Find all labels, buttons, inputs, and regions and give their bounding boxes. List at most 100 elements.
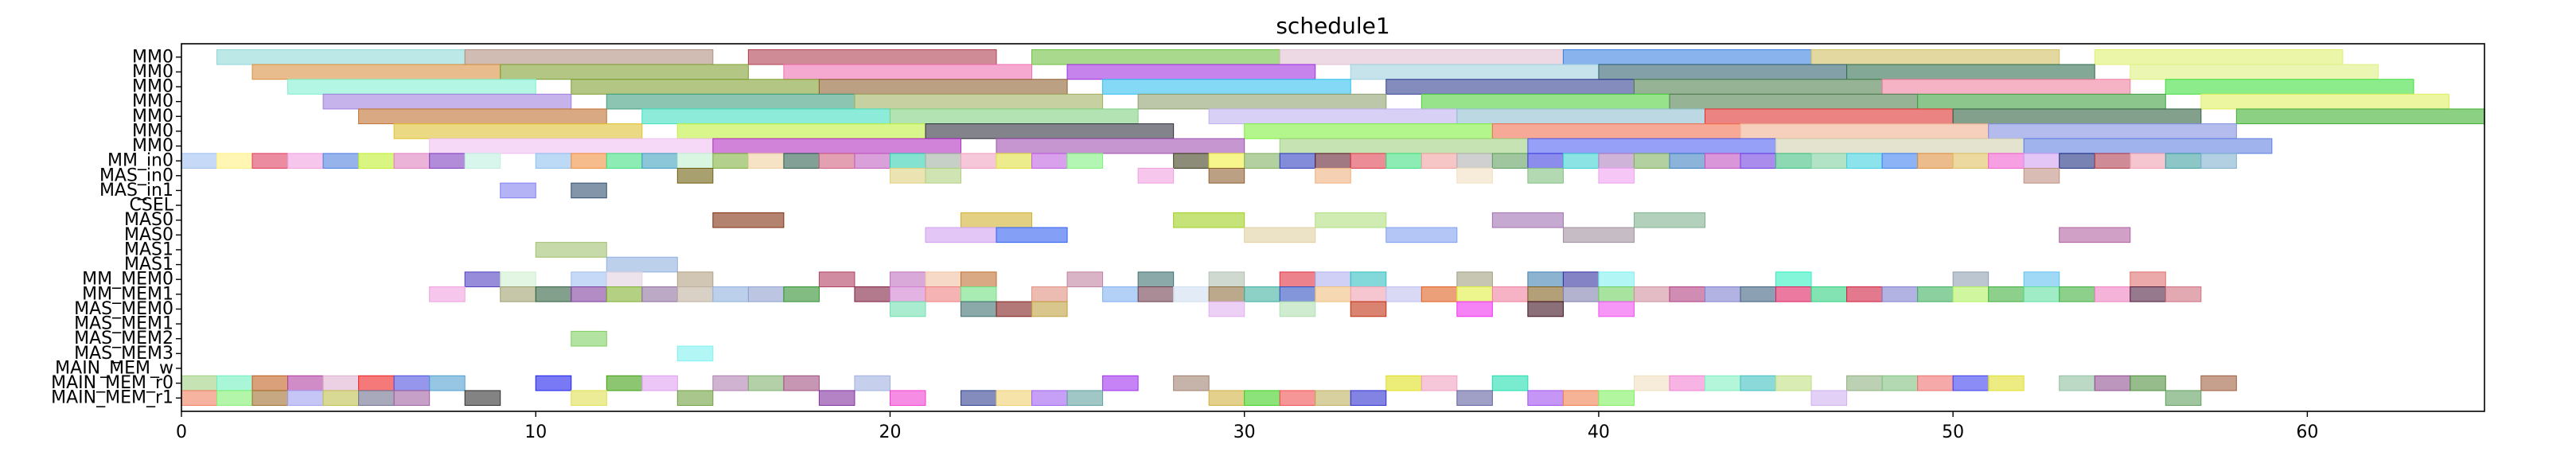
gantt-bar (322, 153, 360, 169)
gantt-bar (1527, 390, 1564, 407)
gantt-bar (216, 375, 253, 391)
y-tick-label: MM0 (132, 91, 173, 111)
gantt-bar (1669, 375, 1705, 391)
gantt-bar (996, 301, 1033, 317)
gantt-bar (1917, 375, 1954, 391)
gantt-bar (1846, 286, 1883, 302)
y-tick-label: MM0 (132, 62, 173, 82)
gantt-bar (925, 271, 962, 288)
gantt-bar (1598, 271, 1635, 288)
gantt-bar (1385, 153, 1422, 169)
gantt-bar (1350, 64, 1600, 80)
gantt-bar (1988, 375, 2025, 391)
gantt-bar (925, 286, 962, 302)
gantt-bar (889, 153, 926, 169)
gantt-bar (996, 138, 1245, 154)
x-tick-label: 40 (1588, 422, 1610, 442)
gantt-bar (393, 153, 431, 169)
gantt-bar (641, 153, 678, 169)
gantt-bar (464, 390, 501, 407)
gantt-bar (1208, 301, 1245, 317)
gantt-bar (571, 286, 607, 302)
gantt-bar (2165, 79, 2414, 95)
gantt-bar (747, 375, 785, 391)
gantt-bar (1315, 167, 1351, 184)
gantt-bar (429, 138, 714, 154)
x-tick-label: 60 (2296, 422, 2318, 442)
gantt-bar (996, 390, 1033, 407)
gantt-bar (2059, 153, 2095, 169)
gantt-bar (251, 375, 289, 391)
gantt-bar (1775, 375, 1812, 391)
x-tick-label: 0 (176, 422, 187, 442)
y-tick-label: MAS_in0 (99, 165, 173, 185)
gantt-bar (571, 153, 607, 169)
gantt-bar (1244, 390, 1280, 407)
gantt-bar (1066, 64, 1316, 80)
gantt-bar (1527, 138, 1777, 154)
gantt-bar (1456, 153, 1493, 169)
x-tick-label: 30 (1233, 422, 1256, 442)
gantt-bar (889, 108, 1139, 125)
gantt-bar (747, 286, 785, 302)
gantt-bar (571, 79, 820, 95)
gantt-bar (1456, 271, 1493, 288)
gantt-bar (783, 153, 820, 169)
gantt-bar (1491, 375, 1529, 391)
gantt-bar (1385, 79, 1635, 95)
y-tick-label: MAS_MEM0 (74, 299, 173, 319)
gantt-bar (2200, 375, 2237, 391)
gantt-bar (322, 93, 572, 110)
gantt-bar (2023, 271, 2060, 288)
gantt-bar (606, 256, 678, 273)
gantt-bar (1598, 286, 1635, 302)
y-axis: MM0MM0MM0MM0MM0MM0MM0MM_in0MAS_in0MAS_in… (51, 47, 181, 408)
gantt-bar (1137, 271, 1175, 288)
y-tick-label: MM0 (132, 136, 173, 156)
gantt-bar (1527, 286, 1564, 302)
gantt-bar (1066, 153, 1104, 169)
gantt-bar (1279, 138, 1529, 154)
gantt-bar (1173, 212, 1245, 228)
gantt-bar (1988, 286, 2025, 302)
y-tick-label: MAS_MEM3 (74, 344, 173, 364)
gantt-bar (1952, 108, 2202, 125)
gantt-bar (1633, 375, 1670, 391)
gantt-bar (1988, 123, 2237, 139)
gantt-bar (1315, 390, 1351, 407)
gantt-bar (251, 390, 289, 407)
gantt-bar (1881, 375, 1919, 391)
gantt-bar (1810, 390, 1848, 407)
gantt-bar (1031, 390, 1068, 407)
gantt-bar (1491, 153, 1529, 169)
gantt-bar (1775, 138, 2025, 154)
gantt-bar (393, 375, 431, 391)
gantt-bar (571, 271, 607, 288)
gantt-bar (500, 286, 536, 302)
gantt-bar (712, 153, 749, 169)
gantt-bar (1456, 390, 1493, 407)
x-tick-label: 10 (524, 422, 547, 442)
y-tick-label: MAS1 (124, 239, 173, 259)
gantt-bar (676, 153, 714, 169)
gantt-bar (2165, 286, 2202, 302)
gantt-bar (2130, 153, 2166, 169)
gantt-bar (854, 93, 1104, 110)
gantt-bar (1704, 286, 1741, 302)
gantt-bar (1527, 153, 1564, 169)
gantt-bar (1350, 390, 1387, 407)
gantt-bar (1562, 271, 1600, 288)
gantt-bar (1562, 49, 1812, 65)
gantt-bar (676, 286, 714, 302)
gantt-bar (1527, 271, 1564, 288)
gantt-bar (889, 301, 926, 317)
gantt-bar (2130, 375, 2166, 391)
gantt-bar (1102, 286, 1139, 302)
gantt-bar (1421, 286, 1458, 302)
chart-title: schedule1 (1276, 13, 1389, 39)
gantt-bar (961, 286, 997, 302)
gantt-bar (181, 153, 218, 169)
y-tick-label: MAIN_MEM_r0 (51, 373, 173, 393)
gantt-bar (961, 271, 997, 288)
gantt-bar (818, 153, 855, 169)
